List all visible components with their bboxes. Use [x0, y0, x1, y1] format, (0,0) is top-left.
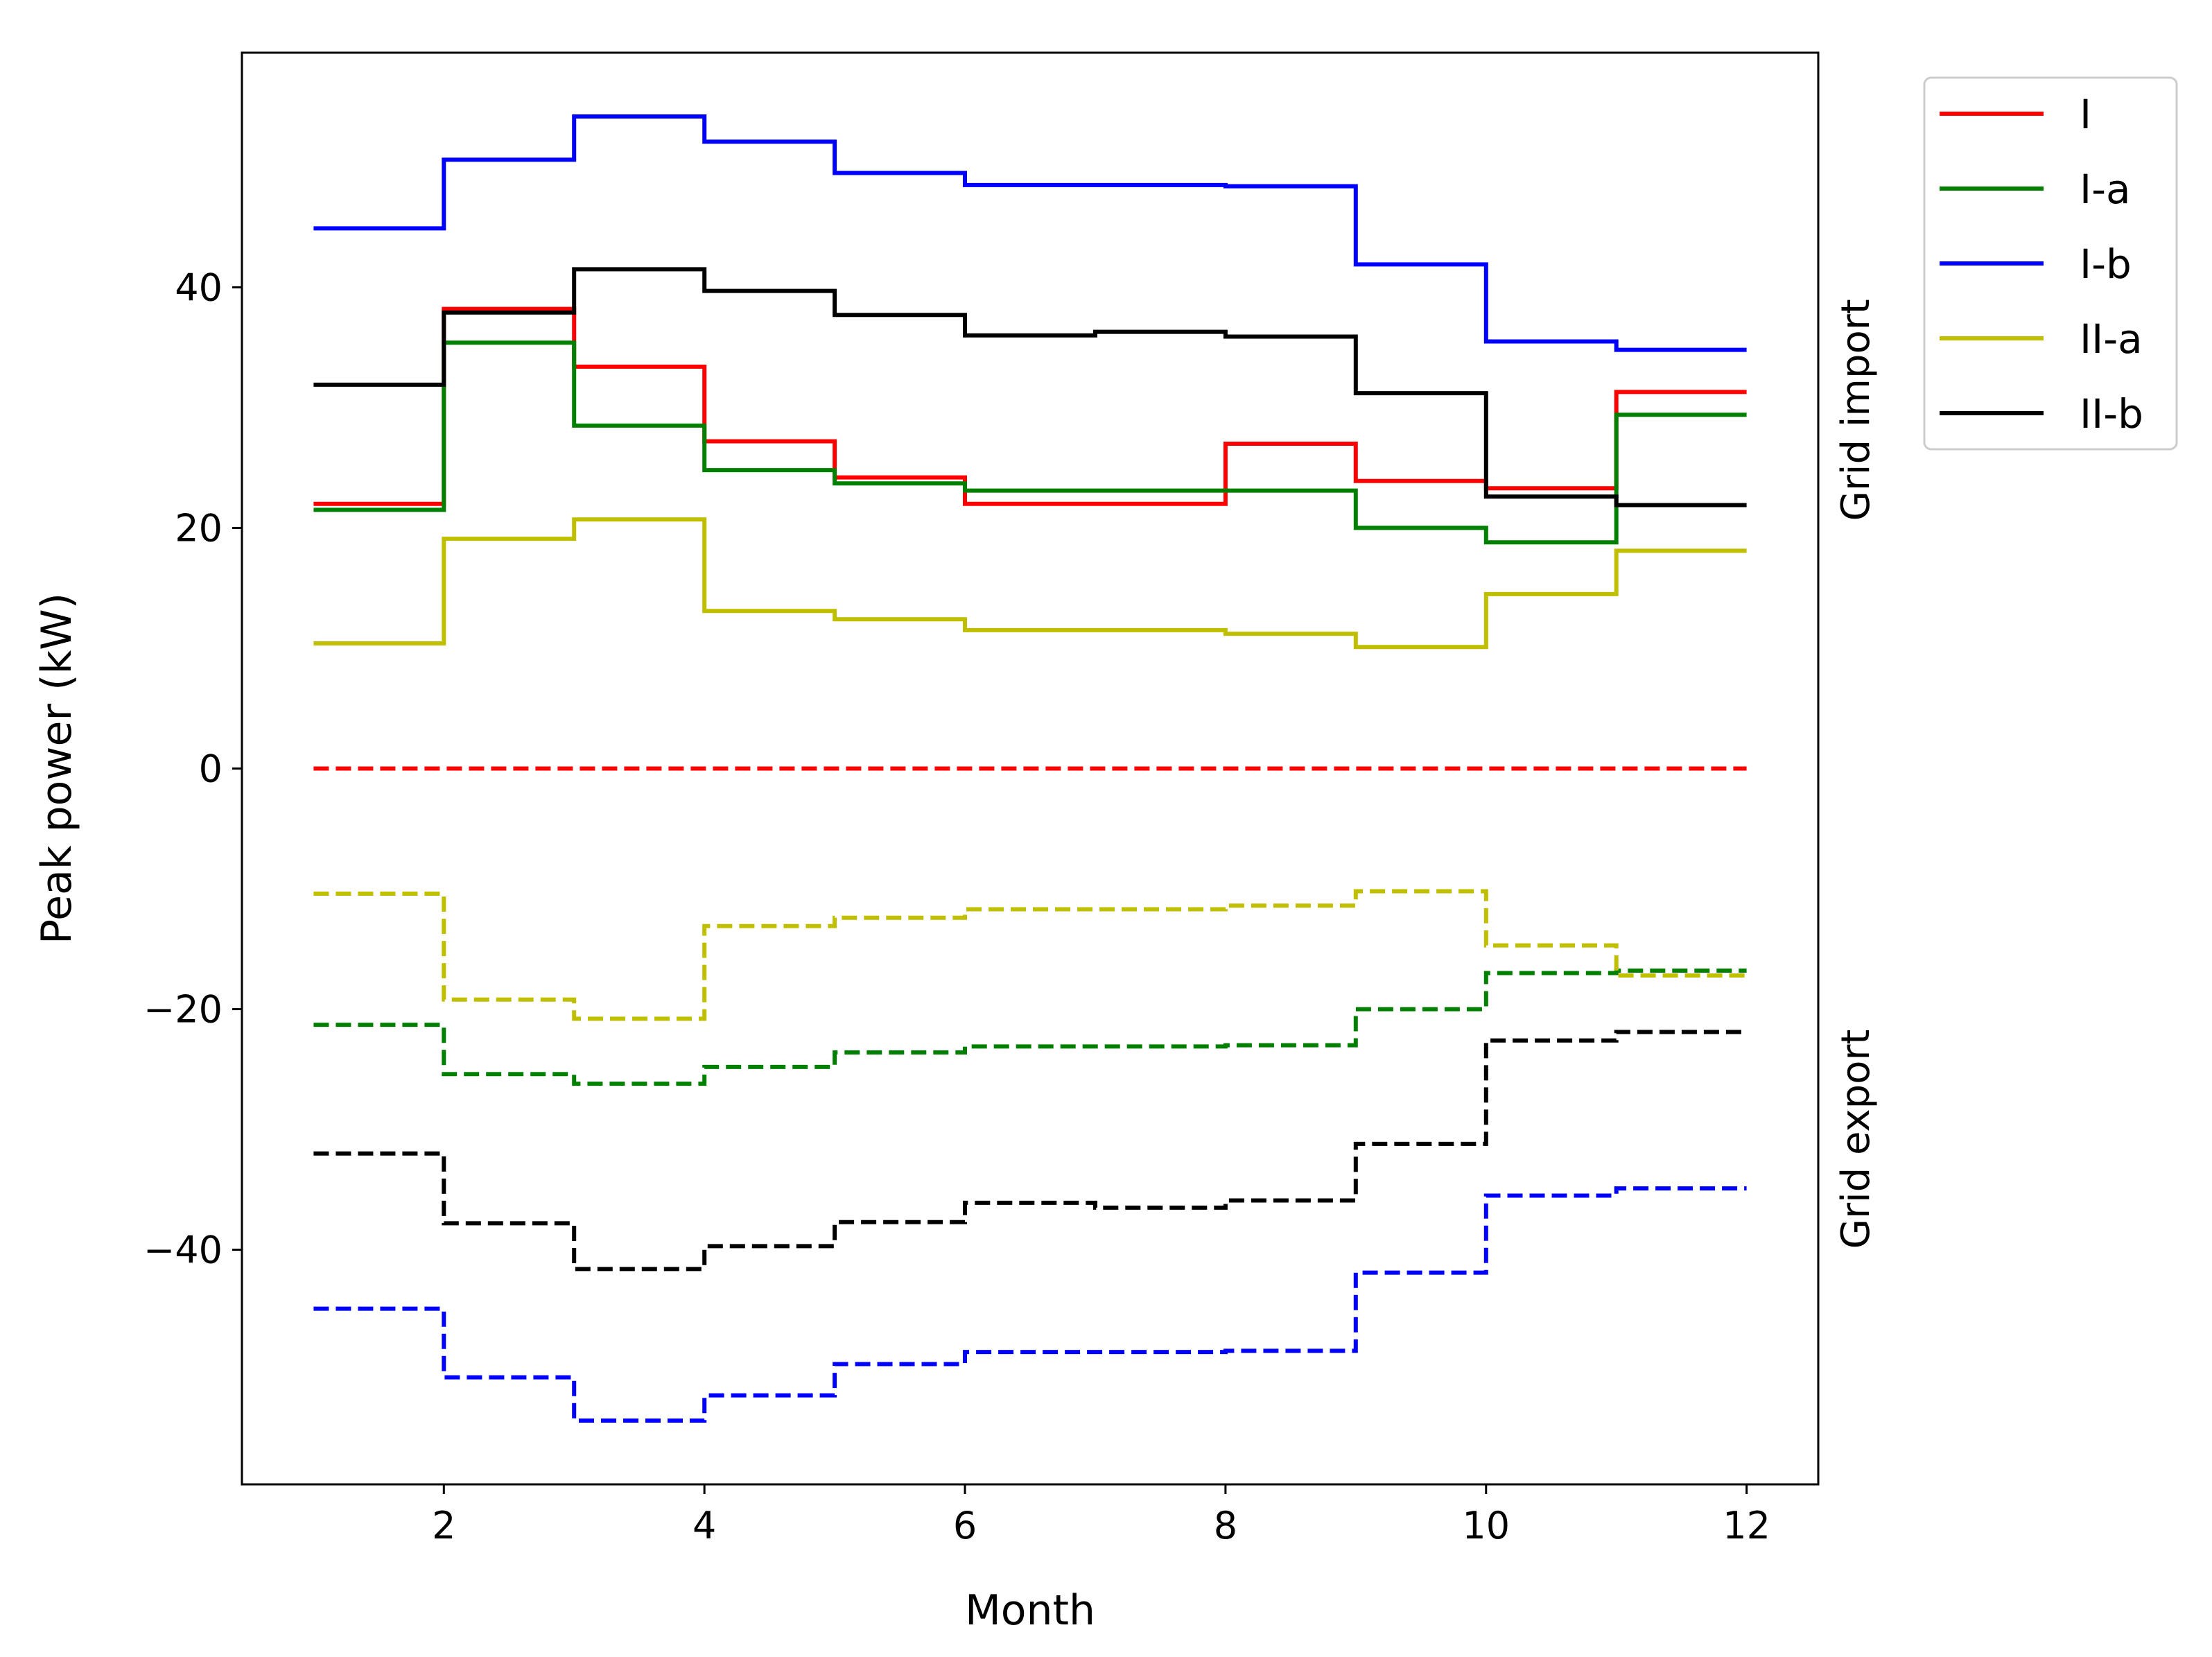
- y-tick-label: 40: [175, 266, 223, 309]
- x-tick-label: 6: [953, 1504, 977, 1547]
- series-layer: [313, 114, 1747, 1423]
- series-line-import-i-b: [313, 114, 1747, 352]
- legend: II-aI-bII-aII-b: [1923, 76, 2178, 451]
- series-line-export-ii-b: [313, 1030, 1747, 1272]
- series-line-import-ii-a: [313, 517, 1747, 650]
- legend-label-i: I: [2080, 91, 2091, 138]
- x-tick-label: 8: [1214, 1504, 1237, 1547]
- series-line-import-ii-b: [313, 267, 1747, 507]
- legend-box: [1923, 76, 2178, 451]
- x-tick-label: 2: [432, 1504, 455, 1547]
- legend-label-ii-b: II-b: [2080, 390, 2143, 437]
- series-line-export-i-b: [313, 1186, 1747, 1423]
- x-tick-label: 10: [1462, 1504, 1510, 1547]
- ticks-layer: 2 4 6 8 10 12 −40 −20 0 20 40: [143, 266, 1770, 1547]
- series-line-export-i-a: [313, 969, 1747, 1086]
- grid-export-label: Grid export: [1834, 1030, 1879, 1249]
- x-tick-label: 4: [693, 1504, 716, 1547]
- legend-label-i-a: I-a: [2080, 166, 2131, 213]
- y-tick-label: 0: [199, 747, 223, 791]
- y-tick-label: −20: [143, 988, 223, 1032]
- y-tick-label: 20: [175, 506, 223, 550]
- y-tick-label: −40: [143, 1229, 223, 1272]
- legend-label-ii-a: II-a: [2080, 315, 2143, 363]
- legend-label-i-b: I-b: [2080, 241, 2132, 288]
- series-line-import-i-a: [313, 340, 1747, 545]
- y-axis-label: Peak power (kW): [33, 593, 81, 944]
- grid-import-label: Grid import: [1834, 299, 1879, 521]
- x-tick-label: 12: [1723, 1504, 1770, 1547]
- x-axis-label: Month: [965, 1586, 1095, 1635]
